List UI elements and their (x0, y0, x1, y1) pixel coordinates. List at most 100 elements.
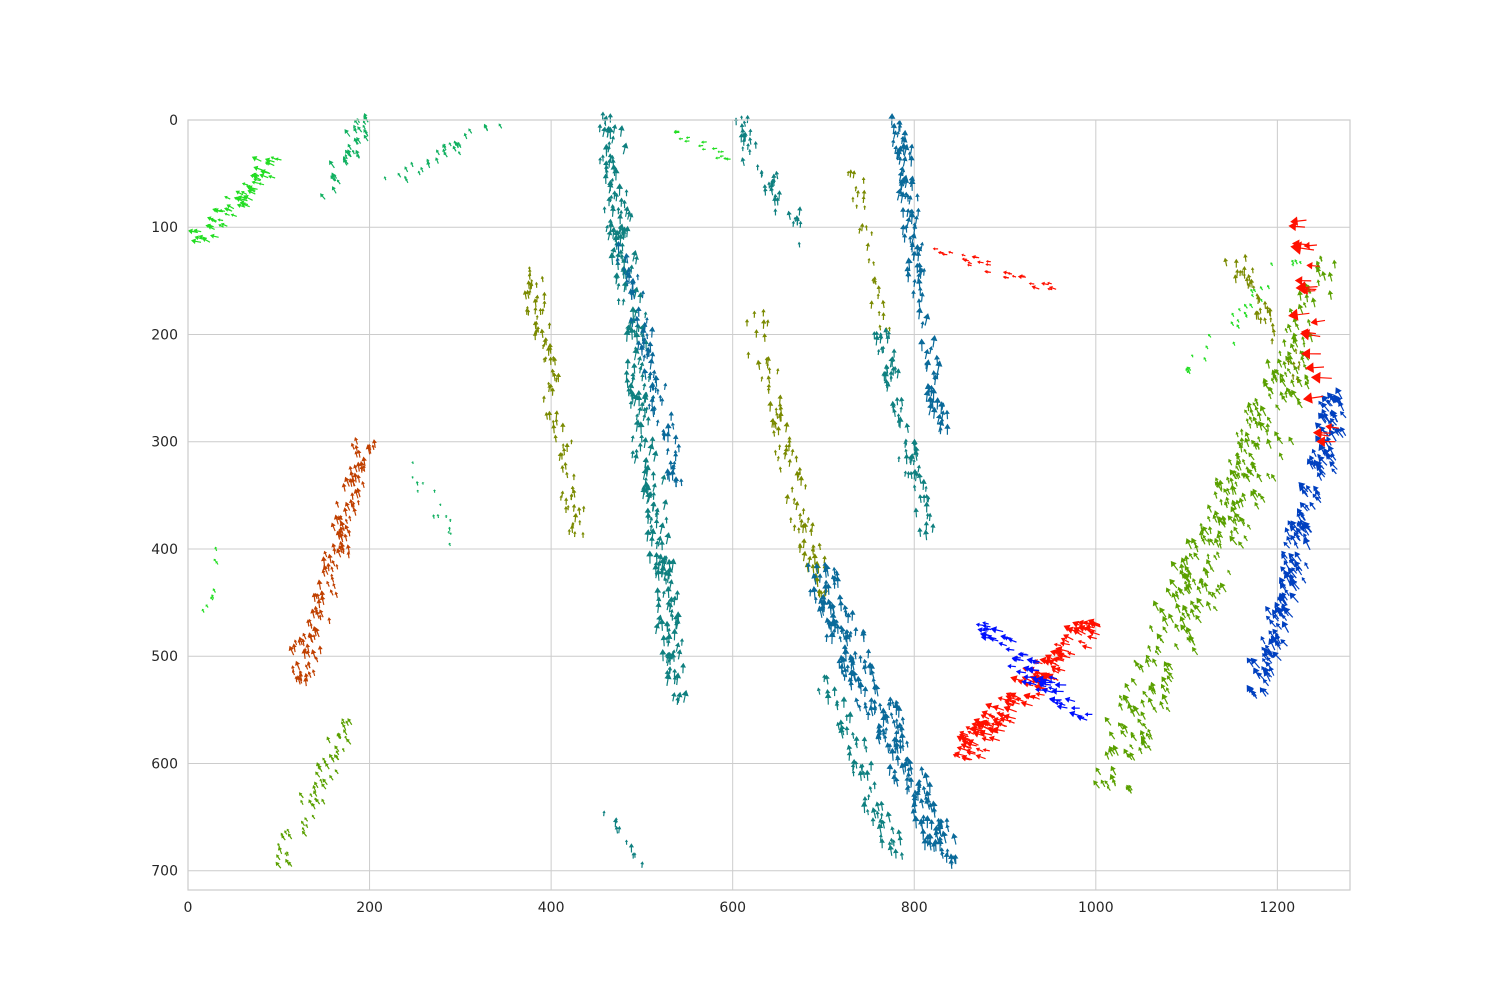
quiver-arrow (1244, 277, 1250, 286)
quiver-arrow (923, 501, 930, 513)
quiver-arrow (1240, 269, 1244, 276)
quiver-arrow (862, 686, 869, 697)
quiver-arrow (793, 216, 797, 222)
quiver-arrow (1329, 395, 1336, 402)
quiver-arrow (652, 374, 660, 387)
arrow-cluster (872, 327, 936, 541)
quiver-arrow (930, 800, 938, 814)
quiver-arrow (361, 481, 365, 488)
quiver-arrow (952, 753, 961, 759)
quiver-arrow (270, 156, 277, 161)
quiver-arrow (926, 781, 934, 794)
quiver-arrow (1119, 694, 1123, 701)
quiver-arrow (362, 465, 366, 472)
quiver-arrow (1323, 430, 1330, 437)
quiver-arrow (315, 656, 319, 663)
quiver-arrow (1207, 515, 1211, 522)
y-tick-label: 200 (151, 327, 178, 343)
quiver-arrow (958, 734, 970, 741)
quiver-arrow (1253, 288, 1257, 293)
quiver-arrow (1222, 517, 1227, 525)
quiver-arrow (671, 649, 676, 657)
quiver-arrow (1289, 573, 1294, 581)
quiver-arrow (1147, 728, 1152, 736)
quiver-arrow (670, 422, 675, 430)
quiver-arrow (1213, 605, 1218, 612)
quiver-arrow (711, 147, 718, 151)
quiver-arrow (251, 156, 262, 162)
quiver-arrow (534, 328, 539, 336)
quiver-arrow (359, 465, 364, 473)
quiver-arrow (1300, 356, 1305, 364)
quiver-arrow (640, 290, 646, 299)
quiver-arrow (348, 515, 352, 522)
quiver-arrow (1334, 398, 1341, 406)
quiver-arrow (1167, 662, 1174, 671)
quiver-arrow (632, 393, 640, 407)
quiver-arrow (975, 720, 984, 726)
quiver-arrow (1282, 614, 1287, 621)
quiver-arrow (1213, 554, 1218, 561)
quiver-arrow (1104, 751, 1110, 760)
quiver-arrow (354, 451, 359, 458)
quiver-arrow (607, 180, 614, 192)
quiver-arrow (975, 753, 986, 760)
quiver-arrow (873, 279, 878, 285)
quiver-arrow (561, 443, 565, 449)
quiver-arrow (794, 470, 801, 481)
quiver-arrow (1182, 604, 1189, 616)
quiver-arrow (1199, 522, 1203, 529)
quiver-arrow (1281, 592, 1288, 601)
quiver-arrow (315, 798, 321, 805)
quiver-arrow (885, 365, 890, 374)
quiver-arrow (316, 593, 321, 601)
quiver-arrow (985, 263, 991, 267)
quiver-arrow (211, 594, 215, 599)
quiver-arrow (304, 817, 309, 822)
quiver-arrow (354, 444, 359, 453)
quiver-arrow (1171, 592, 1177, 603)
quiver-arrow (345, 149, 351, 157)
quiver-arrow (1305, 362, 1324, 373)
quiver-arrow (844, 713, 849, 721)
quiver-arrow (823, 579, 829, 589)
quiver-arrow (832, 628, 836, 636)
quiver-arrow (1142, 722, 1148, 730)
quiver-arrow (1023, 674, 1034, 680)
quiver-arrow (861, 195, 866, 203)
quiver-arrow (447, 531, 451, 534)
quiver-arrow (565, 471, 569, 479)
quiver-arrow (601, 126, 607, 138)
quiver-arrow (1031, 285, 1040, 290)
quiver-arrow (626, 266, 633, 279)
quiver-arrow (1174, 590, 1179, 597)
quiver-arrow (1035, 691, 1045, 697)
quiver-arrow (890, 826, 895, 835)
quiver-arrow (673, 452, 679, 462)
quiver-arrow (1270, 322, 1275, 331)
quiver-arrow (664, 577, 668, 585)
quiver-arrow (284, 830, 288, 835)
quiver-arrow (868, 760, 874, 771)
quiver-arrow (1149, 734, 1153, 740)
quiver-arrow (803, 483, 808, 490)
quiver-arrow (897, 455, 901, 463)
quiver-arrow (314, 627, 320, 638)
quiver-arrow (597, 123, 603, 133)
quiver-arrow (1248, 422, 1252, 429)
quiver-arrow (912, 815, 920, 829)
quiver-arrow (1010, 692, 1022, 700)
quiver-arrow (649, 326, 656, 338)
quiver-arrow (616, 297, 621, 305)
quiver-arrow (664, 431, 671, 443)
quiver-arrow (923, 389, 931, 402)
quiver-arrow (1262, 678, 1269, 687)
quiver-arrow (868, 697, 875, 708)
quiver-arrow (900, 207, 907, 218)
quiver-arrow (1053, 656, 1065, 663)
quiver-arrow (824, 617, 831, 629)
quiver-arrow (1340, 426, 1347, 437)
quiver-arrow (353, 124, 357, 131)
quiver-arrow (1288, 436, 1295, 446)
quiver-arrow (581, 505, 586, 513)
